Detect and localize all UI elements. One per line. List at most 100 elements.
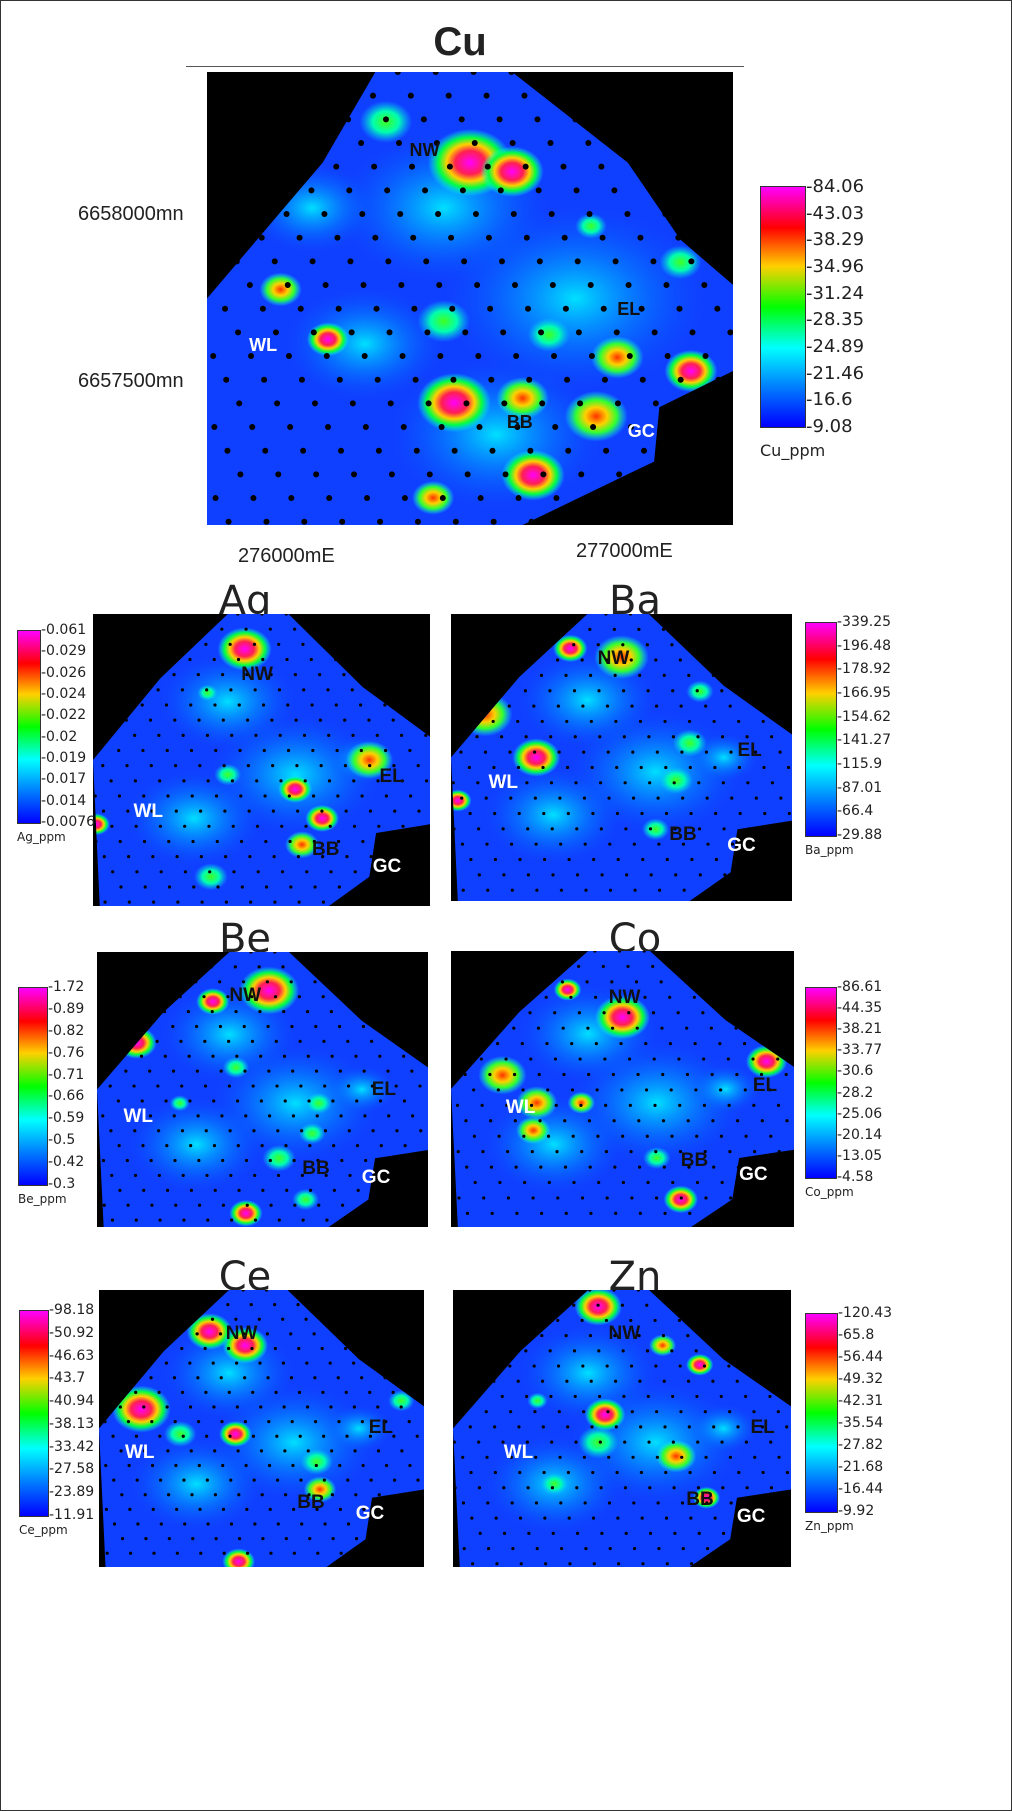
ce-colorbar-name: Ce_ppm xyxy=(19,1523,68,1537)
colorbar-tick: -0.029 xyxy=(41,643,87,660)
colorbar-tick: -30.6 xyxy=(837,1063,874,1080)
anomaly-blob xyxy=(417,300,470,343)
colorbar-tick: -43.03 xyxy=(806,202,865,224)
colorbar-tick: -141.27 xyxy=(837,732,892,749)
colorbar-tick: -86.61 xyxy=(837,979,883,995)
anomaly-blob xyxy=(298,1122,326,1145)
colorbar-tick: -35.54 xyxy=(838,1415,884,1431)
colorbar-tick: -13.05 xyxy=(837,1147,883,1164)
easting-label-1: 276000mE xyxy=(238,545,335,567)
anomaly-blob xyxy=(584,1398,626,1431)
site-label-nw: NW xyxy=(597,648,630,670)
anomaly-blob xyxy=(686,1353,714,1376)
site-label-gc: GC xyxy=(727,834,756,856)
colorbar-tick: -0.89 xyxy=(48,1000,85,1017)
site-label-bb: BB xyxy=(302,1158,330,1180)
co-heatmap: NW WL EL BB GC xyxy=(451,951,794,1227)
anomaly-blob xyxy=(229,1200,263,1227)
anomaly-blob xyxy=(164,1421,197,1448)
anomaly-blob xyxy=(512,738,561,777)
ba-heatmap: NW WL EL BB GC xyxy=(451,614,792,901)
colorbar-tick: -0.3 xyxy=(48,1176,76,1192)
anomaly-blob xyxy=(516,1086,558,1120)
site-label-nw: NW xyxy=(241,663,273,685)
site-label-bb: BB xyxy=(506,411,533,432)
anomaly-blob xyxy=(553,978,582,1001)
colorbar-tick: -11.91 xyxy=(49,1507,95,1523)
colorbar-tick: -1.72 xyxy=(48,979,85,995)
anomaly-blob xyxy=(692,1486,721,1509)
site-label-bb: BB xyxy=(297,1492,325,1514)
zn-colorbar xyxy=(805,1313,838,1513)
site-label-bb: BB xyxy=(669,823,697,845)
anomaly-blob xyxy=(388,1390,415,1412)
anomaly-blob xyxy=(116,1026,157,1059)
site-label-wl: WL xyxy=(125,1442,155,1464)
anomaly-blob xyxy=(305,804,340,832)
colorbar-tick: -31.24 xyxy=(806,282,865,304)
anomaly-blob xyxy=(412,480,455,515)
site-label-gc: GC xyxy=(355,1503,385,1525)
anomaly-blob xyxy=(292,1188,319,1211)
be-colorbar-name: Be_ppm xyxy=(18,1192,67,1206)
zn-colorbar-name: Zn_ppm xyxy=(805,1519,854,1533)
anomaly-blob xyxy=(516,1116,551,1145)
colorbar-tick: -66.4 xyxy=(837,803,874,820)
easting-label-2: 277000mE xyxy=(576,540,673,562)
colorbar-tick: -4.58 xyxy=(837,1169,874,1185)
colorbar-tick: -115.9 xyxy=(837,756,883,772)
anomaly-blob xyxy=(278,775,313,803)
site-label-nw: NW xyxy=(225,1323,258,1345)
colorbar-tick: -27.82 xyxy=(838,1437,884,1453)
colorbar-tick: -0.02 xyxy=(41,728,78,745)
anomaly-blob xyxy=(417,373,492,433)
colorbar-tick: -33.77 xyxy=(837,1042,883,1059)
colorbar-tick: -0.42 xyxy=(48,1154,85,1171)
colorbar-tick: -25.06 xyxy=(837,1105,883,1122)
colorbar-tick: -0.5 xyxy=(48,1132,76,1149)
colorbar-tick: -154.62 xyxy=(837,708,892,725)
site-label-gc: GC xyxy=(361,1166,391,1188)
colorbar-tick: -28.35 xyxy=(806,309,865,331)
anomaly-blob xyxy=(578,1426,619,1459)
colorbar-tick: -0.014 xyxy=(41,792,87,809)
anomaly-blob xyxy=(222,1548,255,1567)
anomaly-blob xyxy=(686,680,714,703)
anomaly-blob xyxy=(305,1092,333,1114)
anomaly-blob xyxy=(222,1056,250,1079)
anomaly-blob xyxy=(553,634,588,663)
anomaly-blob xyxy=(306,322,350,357)
colorbar-tick: -28.2 xyxy=(837,1084,874,1101)
anomaly-blob xyxy=(259,272,302,307)
colorbar-tick: -44.35 xyxy=(837,1000,883,1017)
anomaly-blob xyxy=(655,1439,697,1473)
colorbar-tick: -34.96 xyxy=(806,256,865,277)
site-label-gc: GC xyxy=(736,1506,766,1528)
anomaly-blob xyxy=(262,1145,296,1172)
colorbar-tick: -29.88 xyxy=(837,827,883,843)
colorbar-tick: -50.92 xyxy=(49,1324,95,1341)
site-label-nw: NW xyxy=(608,1323,641,1345)
cu-colorbar-name: Cu_ppm xyxy=(760,441,826,460)
colorbar-tick: -38.13 xyxy=(49,1415,95,1432)
colorbar-tick: -49.32 xyxy=(838,1371,884,1387)
colorbar-tick: -0.59 xyxy=(48,1110,85,1127)
anomaly-blob xyxy=(643,1147,671,1169)
cu-heatmap: NW WL EL BB GC xyxy=(207,72,733,525)
colorbar-tick: -98.18 xyxy=(49,1302,95,1318)
anomaly-blob xyxy=(451,789,472,812)
zn-heatmap: NW WL EL BB GC xyxy=(453,1290,791,1567)
site-label-el: EL xyxy=(617,298,641,319)
anomaly-blob xyxy=(567,1091,596,1114)
colorbar-tick: -16.44 xyxy=(838,1481,884,1497)
colorbar-tick: -46.63 xyxy=(49,1347,95,1364)
anomaly-blob xyxy=(641,818,670,841)
ba-colorbar-name: Ba_ppm xyxy=(805,843,854,857)
northing-label-1: 6658000mn xyxy=(78,203,184,225)
main-map-title: Cu xyxy=(433,20,487,64)
colorbar-tick: -38.21 xyxy=(837,1021,883,1038)
colorbar-tick: -20.14 xyxy=(837,1126,883,1143)
site-label-wl: WL xyxy=(488,771,519,793)
anomaly-blob xyxy=(664,349,718,393)
colorbar-tick: -21.68 xyxy=(838,1459,884,1475)
